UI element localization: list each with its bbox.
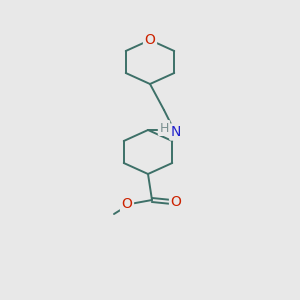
Text: O: O [171,195,182,209]
Text: N: N [171,125,181,139]
Text: O: O [145,33,155,47]
Text: O: O [122,197,132,211]
Text: H: H [159,122,169,134]
